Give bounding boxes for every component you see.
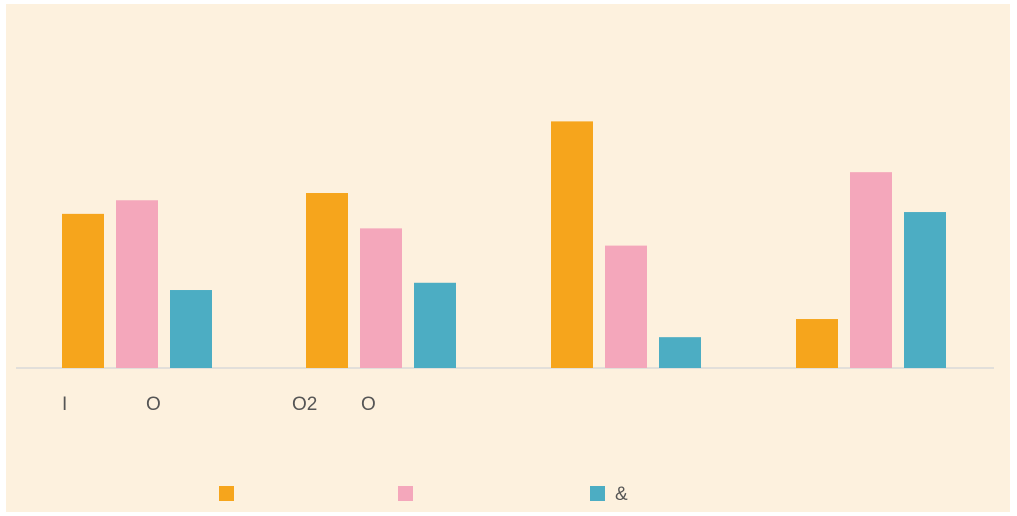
legend-swatch-series-3 bbox=[590, 486, 605, 501]
legend: & bbox=[219, 484, 628, 505]
legend-label-series-3: & bbox=[615, 484, 628, 505]
bar-series-3-group-3 bbox=[659, 337, 701, 368]
x-tick-label: O2 bbox=[292, 394, 317, 415]
bar-series-3-group-2 bbox=[414, 282, 456, 368]
x-tick-label: O bbox=[146, 394, 161, 415]
bar-series-3-group-4 bbox=[904, 212, 946, 368]
bar-series-1-group-3 bbox=[551, 121, 593, 369]
chart-background bbox=[6, 4, 1010, 512]
bar-series-2-group-3 bbox=[605, 245, 647, 368]
bar-series-3-group-1 bbox=[170, 290, 212, 368]
bar-series-2-group-2 bbox=[360, 228, 402, 368]
x-tick-labels: I O O2 O bbox=[62, 394, 376, 415]
legend-swatch-series-1 bbox=[219, 486, 234, 501]
bars-group bbox=[62, 121, 946, 369]
bar-series-1-group-4 bbox=[796, 319, 838, 368]
bar-series-1-group-2 bbox=[306, 193, 348, 368]
x-tick-label: I bbox=[62, 394, 67, 415]
bar-series-2-group-4 bbox=[850, 172, 892, 368]
bar-series-2-group-1 bbox=[116, 200, 158, 368]
bar-series-1-group-1 bbox=[62, 213, 104, 368]
x-tick-label: O bbox=[361, 394, 376, 415]
legend-swatch-series-2 bbox=[398, 486, 413, 501]
